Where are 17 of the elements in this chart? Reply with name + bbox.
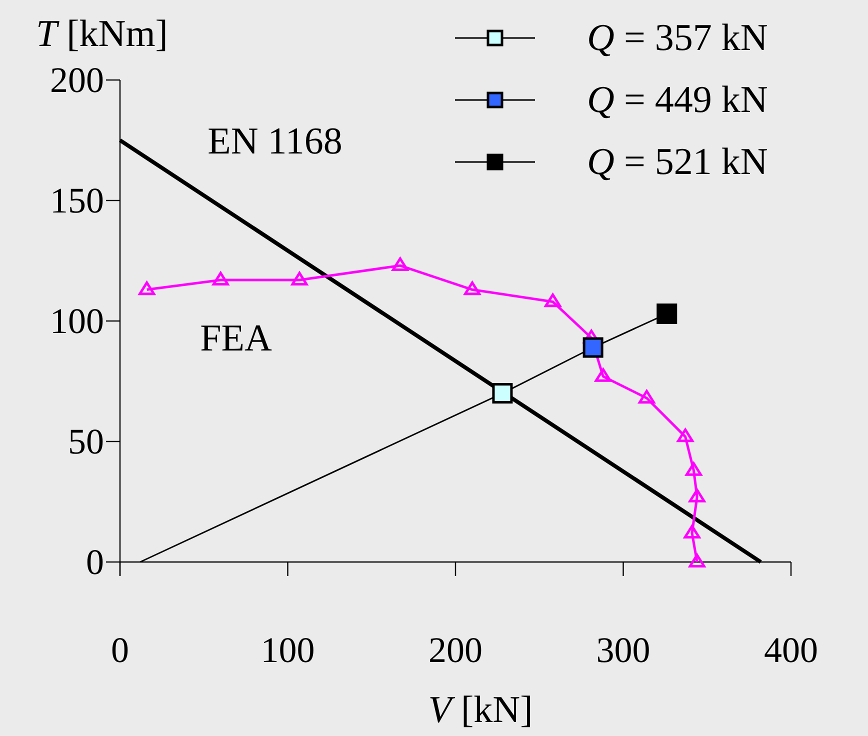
legend-label: Q = 521 kN: [587, 141, 768, 183]
annotation: EN 1168: [208, 120, 342, 163]
y-tick-label: 150: [50, 180, 104, 220]
x-tick-label: 300: [596, 630, 650, 670]
y-axis-title: T [kNm]: [36, 13, 168, 55]
y-tick-label: 200: [50, 60, 104, 100]
x-axis-title: V [kN]: [428, 689, 533, 731]
y-tick-label: 50: [68, 422, 104, 462]
x-tick-label: 0: [111, 630, 129, 670]
annotation: FEA: [200, 318, 272, 360]
x-tick-label: 200: [428, 630, 482, 670]
y-tick-label: 0: [86, 542, 104, 582]
x-tick-label: 100: [260, 630, 315, 670]
legend-label: Q = 357 kN: [587, 17, 768, 59]
y-tick-label: 100: [50, 301, 104, 341]
x-tick-label: 400: [764, 630, 818, 670]
legend-label: Q = 449 kN: [587, 79, 768, 121]
